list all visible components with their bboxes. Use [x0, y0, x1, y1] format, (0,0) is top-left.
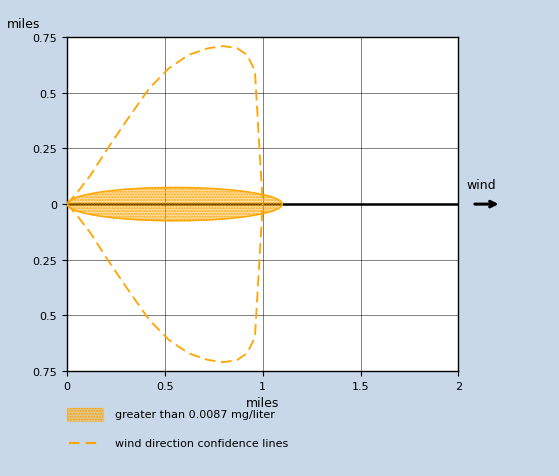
Text: greater than 0.0087 mg/liter: greater than 0.0087 mg/liter: [115, 409, 274, 419]
Text: wind direction confidence lines: wind direction confidence lines: [115, 438, 288, 447]
Polygon shape: [67, 188, 282, 221]
Text: miles: miles: [7, 19, 40, 31]
X-axis label: miles: miles: [246, 397, 280, 409]
Text: wind: wind: [466, 178, 496, 191]
